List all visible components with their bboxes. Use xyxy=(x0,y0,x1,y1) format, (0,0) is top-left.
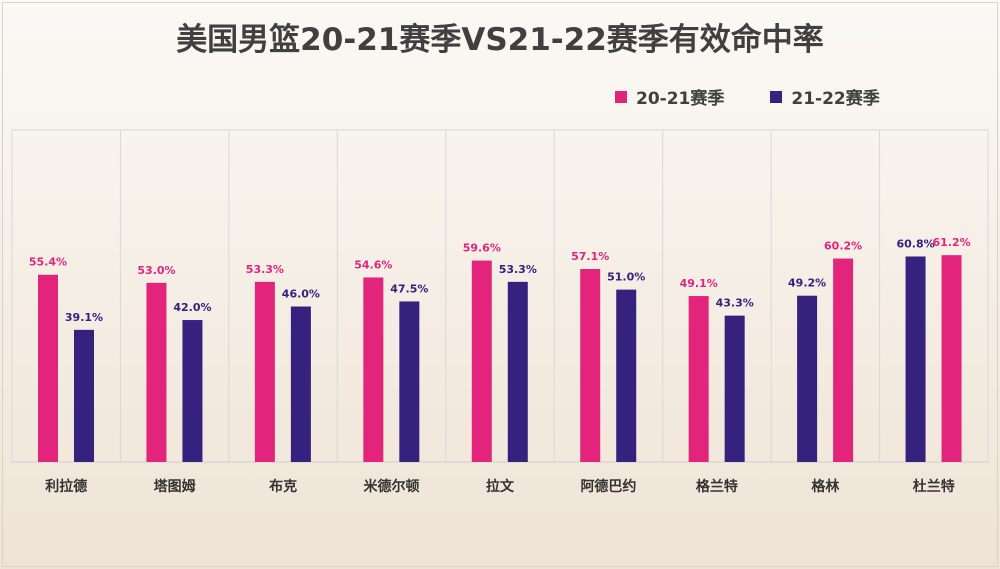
legend-label-series-1: 20-21赛季 xyxy=(636,89,725,109)
bar-series-1-5 xyxy=(471,260,492,462)
category-label: 杜兰特 xyxy=(913,478,955,495)
bar-series-1-6 xyxy=(580,269,601,462)
data-label-series-2: 46.0% xyxy=(282,288,320,301)
chart-title: 美国男篮20-21赛季VS21-22赛季有效命中率 xyxy=(176,22,824,58)
category-label: 塔图姆 xyxy=(154,478,196,495)
category-label: 格兰特 xyxy=(696,478,738,495)
bar-series-2-5 xyxy=(507,281,528,462)
bar-series-1-9 xyxy=(941,255,962,462)
data-label-series-2: 39.1% xyxy=(65,311,103,324)
data-label-series-2: 43.3% xyxy=(716,297,754,310)
bar-series-1-8 xyxy=(833,258,854,462)
bar-series-1-1 xyxy=(38,274,58,462)
bar-series-2-6 xyxy=(616,289,637,462)
data-label-series-2: 51.0% xyxy=(607,271,645,284)
category-label: 阿德巴约 xyxy=(580,478,636,495)
bar-series-2-8 xyxy=(797,295,818,462)
bar-series-2-3 xyxy=(290,306,311,462)
bar-series-2-1 xyxy=(74,329,94,462)
data-label-series-2: 49.2% xyxy=(788,277,826,290)
data-label-series-1: 57.1% xyxy=(571,250,609,263)
bar-series-2-7 xyxy=(724,315,745,462)
category-label: 格林 xyxy=(811,478,839,495)
data-label-series-1: 53.3% xyxy=(246,263,284,276)
data-label-series-1: 54.6% xyxy=(354,258,392,271)
bar-series-2-4 xyxy=(399,301,420,462)
legend-swatch-series-2 xyxy=(770,90,783,103)
chart-legend: 20-21赛季 21-22赛季 xyxy=(615,84,880,109)
data-label-series-1: 59.6% xyxy=(463,242,501,255)
legend-item-series-1: 20-21赛季 xyxy=(615,84,724,109)
data-label-series-1: 61.2% xyxy=(932,236,970,249)
category-label: 布克 xyxy=(269,478,297,495)
legend-item-series-2: 21-22赛季 xyxy=(770,84,880,109)
category-label: 拉文 xyxy=(486,478,515,495)
legend-swatch-series-1 xyxy=(615,90,627,103)
data-label-series-1: 49.1% xyxy=(680,277,718,290)
bar-series-1-4 xyxy=(363,277,384,462)
data-label-series-2: 42.0% xyxy=(173,301,211,314)
legend-label-series-2: 21-22赛季 xyxy=(791,89,880,109)
bar-series-1-3 xyxy=(254,281,275,462)
data-label-series-1: 55.4% xyxy=(29,256,67,269)
category-label: 米德尔顿 xyxy=(364,478,420,495)
data-label-series-1: 60.2% xyxy=(824,240,862,253)
bar-series-2-2 xyxy=(182,320,203,462)
data-label-series-2: 60.8% xyxy=(896,237,934,250)
bar-series-1-2 xyxy=(146,282,167,462)
data-label-series-1: 53.0% xyxy=(137,264,175,277)
data-label-series-2: 47.5% xyxy=(390,282,428,295)
bar-series-2-9 xyxy=(905,256,926,462)
data-label-series-2: 53.3% xyxy=(499,263,537,276)
bar-series-1-7 xyxy=(688,296,709,462)
category-label: 利拉德 xyxy=(45,478,87,495)
